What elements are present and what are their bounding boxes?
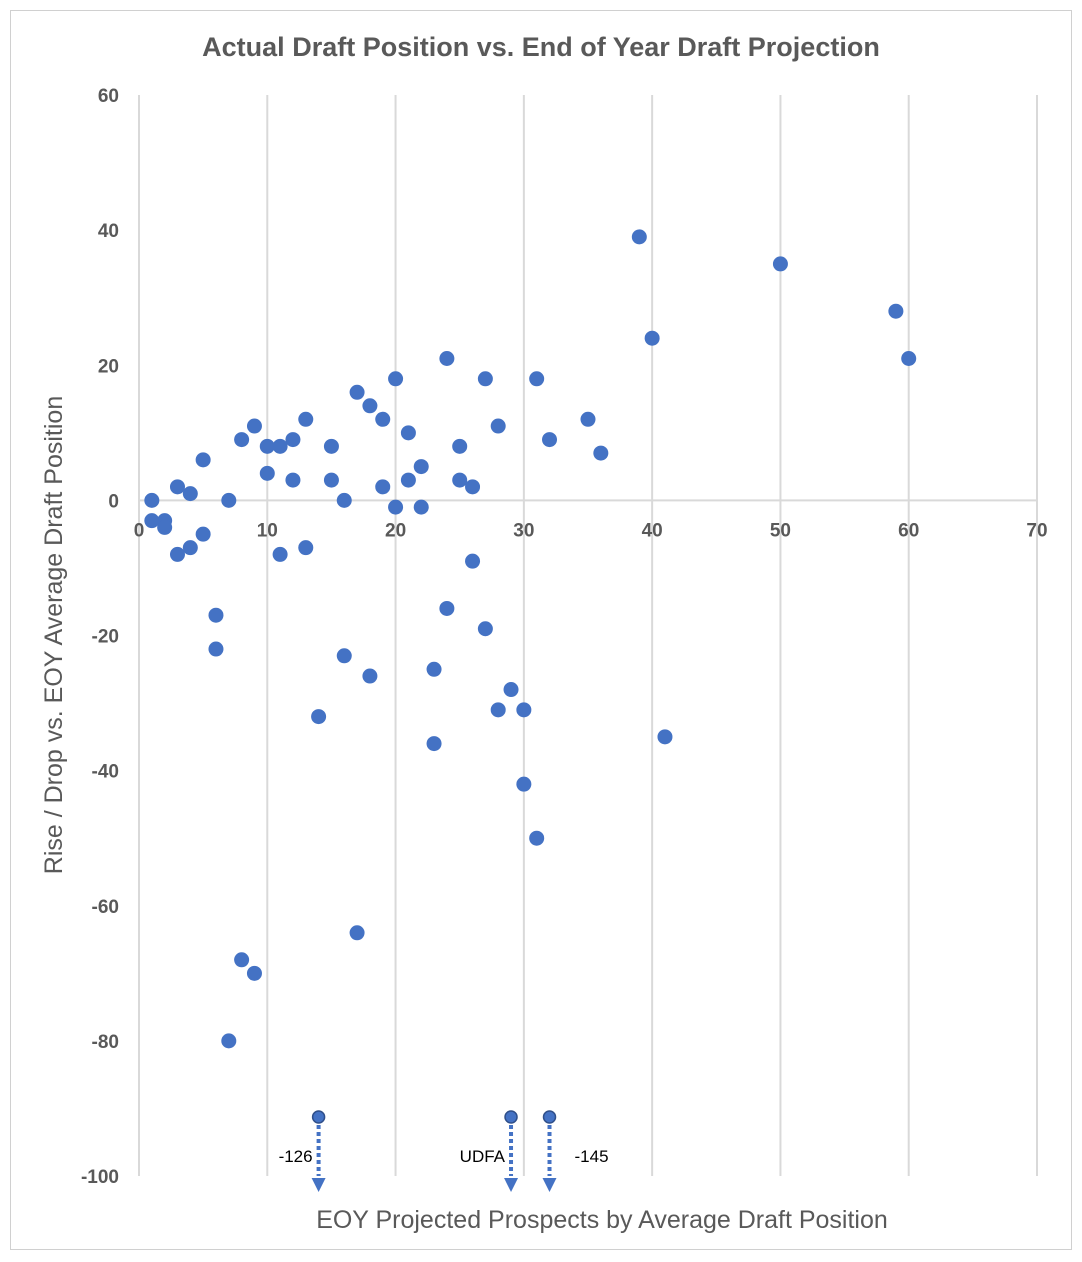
data-point	[593, 445, 609, 461]
data-point	[349, 384, 365, 400]
data-point	[272, 546, 288, 562]
data-point	[375, 411, 391, 427]
data-point	[477, 371, 493, 387]
data-point	[413, 499, 429, 515]
data-point	[144, 492, 160, 508]
data-point	[336, 648, 352, 664]
x-tick-label: 0	[134, 520, 145, 541]
data-point	[375, 479, 391, 495]
data-point	[644, 330, 660, 346]
data-point	[221, 492, 237, 508]
data-point	[516, 776, 532, 792]
data-point	[631, 229, 647, 245]
x-tick-label: 10	[257, 520, 278, 541]
data-point	[477, 621, 493, 637]
data-point	[503, 682, 519, 698]
data-point	[772, 256, 788, 272]
data-point	[400, 425, 416, 441]
y-tick-label: 20	[98, 356, 119, 377]
off-chart-point	[311, 1110, 326, 1124]
data-point	[182, 486, 198, 502]
data-point	[285, 472, 301, 488]
data-point	[362, 398, 378, 414]
data-point	[490, 702, 506, 718]
data-point	[452, 472, 468, 488]
data-point	[234, 432, 250, 448]
down-arrow-icon	[542, 1178, 557, 1192]
off-chart-point	[542, 1110, 557, 1124]
data-point	[580, 411, 596, 427]
y-tick-label: 40	[98, 221, 119, 242]
down-arrow-icon	[311, 1178, 326, 1192]
data-point	[169, 546, 185, 562]
y-axis-title: Rise / Drop vs. EOY Average Draft Positi…	[40, 396, 68, 874]
x-tick-label: 30	[513, 520, 534, 541]
y-tick-label: -60	[92, 897, 119, 918]
y-tick-label: -80	[92, 1032, 119, 1053]
y-tick-label: 0	[108, 491, 119, 512]
data-point	[298, 540, 314, 556]
data-point	[452, 438, 468, 454]
x-tick-label: 40	[642, 520, 663, 541]
x-tick-label: 60	[898, 520, 919, 541]
data-point	[529, 371, 545, 387]
data-point	[426, 661, 442, 677]
data-point	[901, 350, 917, 366]
data-point	[362, 668, 378, 684]
data-point	[439, 350, 455, 366]
data-point	[542, 432, 558, 448]
data-point	[221, 1033, 237, 1049]
y-tick-label: -100	[81, 1167, 119, 1188]
annotation-label: -126	[279, 1147, 313, 1166]
data-point	[888, 303, 904, 319]
x-tick-label: 20	[385, 520, 406, 541]
x-tick-label: 70	[1026, 520, 1047, 541]
y-tick-label: 60	[98, 86, 119, 107]
data-point	[208, 607, 224, 623]
data-point	[413, 459, 429, 475]
data-point	[323, 438, 339, 454]
data-point	[285, 432, 301, 448]
down-arrow-icon	[504, 1178, 519, 1192]
data-point	[182, 540, 198, 556]
data-point	[298, 411, 314, 427]
data-point	[516, 702, 532, 718]
data-point	[400, 472, 416, 488]
data-point	[246, 965, 262, 981]
x-tick-label: 50	[770, 520, 791, 541]
data-point	[388, 499, 404, 515]
data-point	[529, 830, 545, 846]
y-tick-label: -20	[92, 627, 119, 648]
annotation-label: -145	[575, 1147, 609, 1166]
y-tick-label: -40	[92, 762, 119, 783]
data-point	[259, 465, 275, 481]
data-point	[336, 492, 352, 508]
data-point	[259, 438, 275, 454]
data-point	[169, 479, 185, 495]
off-chart-point	[504, 1110, 518, 1124]
data-point	[465, 479, 481, 495]
chart-frame	[10, 10, 1072, 1250]
data-point	[388, 371, 404, 387]
data-point	[246, 418, 262, 434]
data-point	[465, 553, 481, 569]
data-point	[426, 736, 442, 752]
data-point	[657, 729, 673, 745]
data-point	[208, 641, 224, 657]
x-axis-title: EOY Projected Prospects by Average Draft…	[316, 1206, 888, 1234]
data-point	[195, 526, 211, 542]
data-point	[195, 452, 211, 468]
data-point	[439, 600, 455, 616]
data-point	[272, 438, 288, 454]
data-point	[234, 952, 250, 968]
data-point	[144, 513, 160, 529]
data-point	[349, 925, 365, 941]
annotation-label: UDFA	[460, 1147, 506, 1166]
chart-title: Actual Draft Position vs. End of Year Dr…	[202, 32, 880, 62]
data-point	[323, 472, 339, 488]
data-point	[157, 519, 173, 535]
data-point	[311, 709, 327, 725]
data-point	[490, 418, 506, 434]
